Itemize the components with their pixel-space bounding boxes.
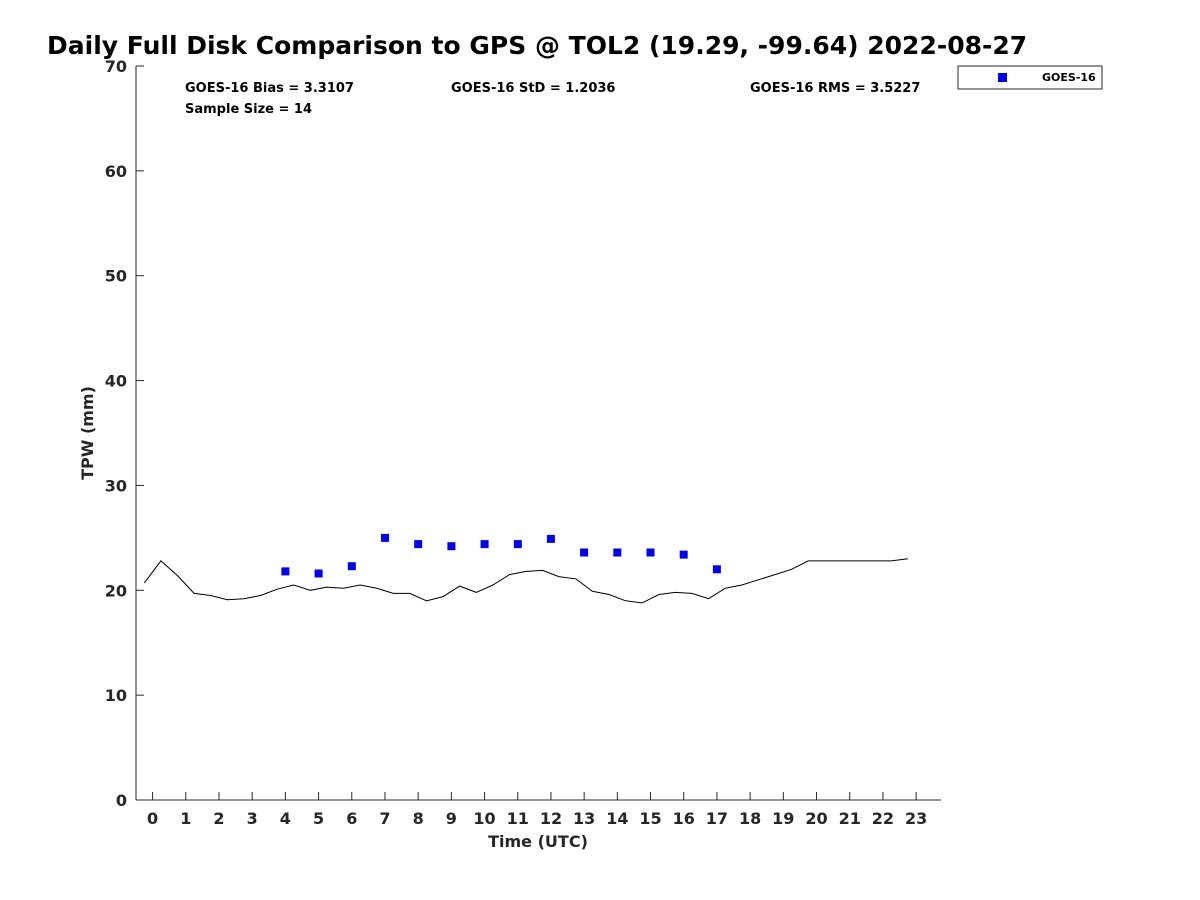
legend-label: GOES-16 bbox=[1042, 71, 1096, 84]
goes16-series bbox=[281, 533, 721, 578]
y-tick-label: 0 bbox=[116, 791, 127, 810]
x-tick-label: 14 bbox=[606, 809, 628, 828]
gps-series bbox=[143, 558, 908, 604]
x-tick-label: 2 bbox=[213, 809, 224, 828]
goes16-point bbox=[546, 534, 555, 543]
x-tick-label: 15 bbox=[639, 809, 661, 828]
goes16-point bbox=[314, 569, 323, 578]
x-tick-label: 8 bbox=[413, 809, 424, 828]
y-tick-label: 50 bbox=[105, 267, 127, 286]
sample-size-stat: Sample Size = 14 bbox=[185, 102, 312, 117]
x-tick-label: 9 bbox=[446, 809, 457, 828]
y-axis-label: TPW (mm) bbox=[78, 386, 97, 480]
chart-title: Daily Full Disk Comparison to GPS @ TOL2… bbox=[47, 31, 1027, 60]
std-stat: GOES-16 StD = 1.2036 bbox=[451, 81, 615, 96]
y-tick-label: 60 bbox=[105, 162, 127, 181]
y-tick-label: 30 bbox=[105, 476, 127, 495]
legend-marker-square bbox=[998, 73, 1007, 82]
x-tick-label: 18 bbox=[739, 809, 761, 828]
x-tick-label: 0 bbox=[147, 809, 158, 828]
x-tick-label: 22 bbox=[872, 809, 894, 828]
x-tick-label: 12 bbox=[540, 809, 562, 828]
y-tick-label: 20 bbox=[105, 581, 127, 600]
goes16-point bbox=[712, 565, 721, 574]
goes16-point bbox=[480, 540, 489, 549]
y-tick-label: 10 bbox=[105, 686, 127, 705]
y-tick-label: 40 bbox=[105, 372, 127, 391]
x-tick-label: 11 bbox=[507, 809, 529, 828]
goes16-point bbox=[281, 567, 290, 576]
x-tick-label: 7 bbox=[379, 809, 390, 828]
x-tick-label: 10 bbox=[473, 809, 495, 828]
x-tick-label: 13 bbox=[573, 809, 595, 828]
x-axis-label: Time (UTC) bbox=[488, 832, 588, 851]
goes16-point bbox=[580, 548, 589, 557]
x-tick-label: 16 bbox=[673, 809, 695, 828]
legend-box bbox=[957, 65, 1103, 90]
x-tick-label: 3 bbox=[247, 809, 258, 828]
goes16-point bbox=[513, 540, 522, 549]
plot-axes bbox=[135, 66, 941, 801]
x-tick-label: 6 bbox=[346, 809, 357, 828]
x-tick-label: 1 bbox=[180, 809, 191, 828]
y-tick-label: 70 bbox=[105, 57, 127, 76]
gps-line bbox=[143, 558, 908, 604]
goes16-point bbox=[613, 548, 622, 557]
x-tick-label: 5 bbox=[313, 809, 324, 828]
x-ticks: 0 1 2 3 4 5 6 7 8 9 10 11 12 13 14 15 16 17 18 19 20 21 22 23 bbox=[147, 792, 927, 828]
x-tick-label: 17 bbox=[706, 809, 728, 828]
goes16-point bbox=[447, 542, 456, 551]
goes16-point bbox=[679, 550, 688, 559]
goes16-point bbox=[347, 562, 356, 571]
x-tick-label: 21 bbox=[839, 809, 861, 828]
y-ticks: 0 10 20 30 40 50 60 70 bbox=[105, 57, 144, 810]
goes16-point bbox=[381, 533, 389, 542]
x-tick-label: 4 bbox=[280, 809, 291, 828]
rms-stat: GOES-16 RMS = 3.5227 bbox=[750, 81, 920, 96]
bias-stat: GOES-16 Bias = 3.3107 bbox=[185, 81, 354, 96]
legend: GOES-16 bbox=[957, 65, 1103, 90]
x-tick-label: 19 bbox=[772, 809, 794, 828]
x-tick-label: 23 bbox=[905, 809, 927, 828]
x-tick-label: 20 bbox=[805, 809, 827, 828]
goes16-point bbox=[414, 540, 423, 549]
goes16-point bbox=[646, 548, 655, 557]
